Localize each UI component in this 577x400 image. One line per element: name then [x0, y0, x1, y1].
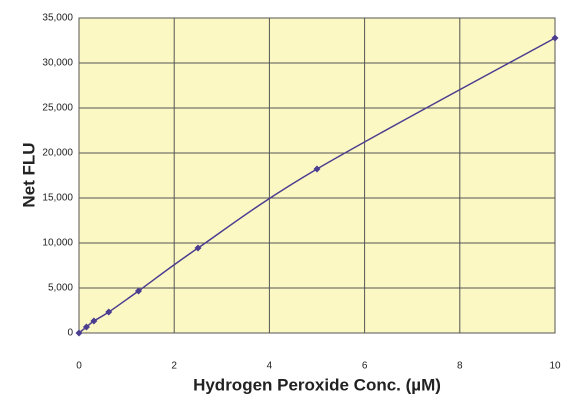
y-tick-label: 15,000 [42, 193, 73, 204]
data-point [313, 165, 321, 173]
y-axis-title: Net FLU [19, 142, 38, 207]
y-tick-label: 25,000 [42, 103, 73, 114]
y-tick-label: 20,000 [42, 148, 73, 159]
series-line [78, 37, 556, 334]
y-tick-label: 10,000 [42, 238, 73, 249]
data-point [90, 317, 98, 325]
data-point [135, 287, 142, 295]
y-tick-label: 5,000 [48, 283, 73, 294]
data-point [194, 244, 202, 252]
data-point [551, 34, 559, 42]
y-tick-label: 35,000 [42, 13, 73, 24]
x-tick-label: 8 [457, 361, 463, 372]
x-tick-label: 4 [267, 361, 273, 372]
data-point [75, 329, 83, 337]
plot-area [78, 17, 556, 334]
x-tick-label: 2 [171, 361, 177, 372]
y-tick-label: 0 [67, 328, 73, 339]
data-point [105, 308, 113, 316]
y-tick-label: 30,000 [42, 58, 73, 69]
x-axis-title: Hydrogen Peroxide Conc. (µM) [193, 375, 441, 394]
x-tick-label: 0 [76, 361, 82, 372]
x-tick-label: 6 [362, 361, 368, 372]
data-point [82, 323, 90, 331]
x-tick-label: 10 [549, 361, 561, 372]
